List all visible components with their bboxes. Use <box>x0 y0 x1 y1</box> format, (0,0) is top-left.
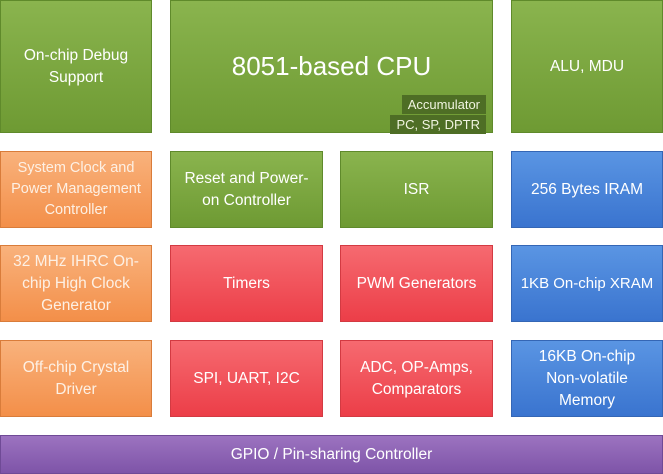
gpio-block: GPIO / Pin-sharing Controller <box>0 435 663 474</box>
registers-label: PC, SP, DPTR <box>390 115 486 134</box>
accumulator-label: Accumulator <box>401 95 486 114</box>
debug-block: On-chip Debug Support <box>0 0 152 133</box>
adc-label: ADC, OP-Amps, Comparators <box>360 358 473 398</box>
timers-label: Timers <box>223 274 270 292</box>
crystal-label: Off-chip Crystal Driver <box>22 358 130 398</box>
ihrc-block: 32 MHz IHRC On-chip High Clock Generator <box>0 245 152 322</box>
isr-label: ISR <box>403 180 430 198</box>
pwm-block: PWM Generators <box>340 245 493 322</box>
serial-block: SPI, UART, I2C <box>170 340 323 417</box>
pwm-label: PWM Generators <box>356 274 477 292</box>
iram-block: 256 Bytes IRAM <box>511 151 663 228</box>
nvm-label: 16KB On-chip Non-volatile Memory <box>538 347 636 409</box>
cpu-label: 8051-based CPU <box>231 50 432 81</box>
debug-label: On-chip Debug Support <box>23 46 129 86</box>
serial-label: SPI, UART, I2C <box>193 369 300 387</box>
clock-block: System Clock and Power Management Contro… <box>0 151 152 228</box>
alu-block: ALU, MDU <box>511 0 663 133</box>
reset-label: Reset and Power-on Controller <box>184 169 309 209</box>
isr-block: ISR <box>340 151 493 228</box>
clock-label: System Clock and Power Management Contro… <box>11 160 141 218</box>
timers-block: Timers <box>170 245 323 322</box>
xram-block: 1KB On-chip XRAM <box>511 245 663 322</box>
crystal-block: Off-chip Crystal Driver <box>0 340 152 417</box>
reset-block: Reset and Power-on Controller <box>170 151 323 228</box>
iram-label: 256 Bytes IRAM <box>531 180 643 198</box>
alu-label: ALU, MDU <box>549 57 625 75</box>
cpu-block: 8051-based CPU Accumulator PC, SP, DPTR <box>170 0 493 134</box>
xram-label: 1KB On-chip XRAM <box>520 274 654 292</box>
gpio-label: GPIO / Pin-sharing Controller <box>230 445 433 463</box>
adc-block: ADC, OP-Amps, Comparators <box>340 340 493 417</box>
nvm-block: 16KB On-chip Non-volatile Memory <box>511 340 663 417</box>
ihrc-label: 32 MHz IHRC On-chip High Clock Generator <box>13 252 139 314</box>
